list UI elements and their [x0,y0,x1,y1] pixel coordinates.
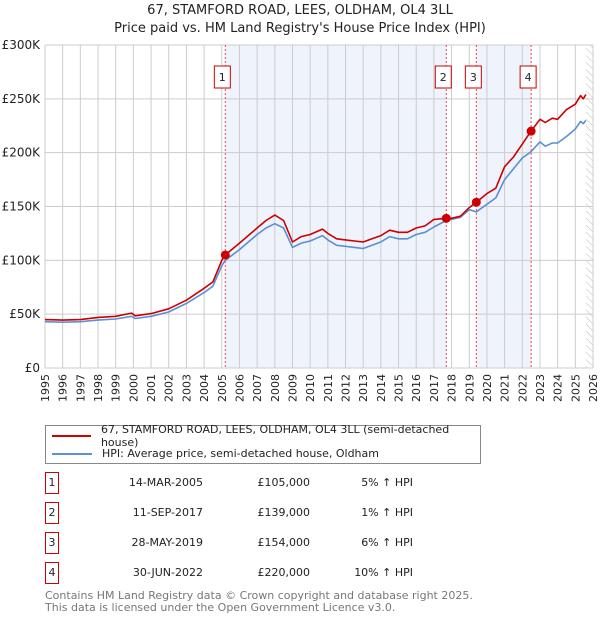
x-tick-label: 2004 [198,374,211,402]
legend-item-property: 67, STAMFORD ROAD, LEES, OLDHAM, OL4 3LL… [52,423,480,449]
sale-marker-box [434,65,452,89]
sale-number: 4 [45,562,59,584]
x-tick-label: 2010 [304,374,317,402]
x-tick-label: 1999 [110,374,123,402]
x-tick-label: 2026 [587,374,600,402]
sale-row: 4 30-JUN-2022 £220,000 10% ↑ HPI [45,562,445,584]
sale-number: 3 [45,532,59,554]
y-tick-label: £150K [2,200,42,214]
x-tick-label: 2018 [446,374,459,402]
sale-marker-label: 4 [525,71,532,84]
x-tick-label: 2002 [163,374,176,402]
x-tick-label: 2006 [233,374,246,402]
x-tick-label: 2019 [463,374,476,402]
footer: Contains HM Land Registry data © Crown c… [45,590,473,614]
hpi-series-line [44,119,587,323]
sale-date: 11-SEP-2017 [132,506,203,519]
sale-price: £154,000 [257,536,311,549]
legend-label-hpi: HPI: Average price, semi-detached house,… [102,447,379,460]
sale-marker-box [464,65,482,89]
x-tick-label: 2009 [286,374,299,402]
sale-price: £139,000 [257,506,311,519]
sale-marker-box [213,65,231,89]
x-tick-label: 2025 [569,374,582,402]
sale-point [471,197,481,207]
x-tick-label: 2022 [516,374,529,402]
x-tick-label: 2008 [269,374,282,402]
x-tick-label: 2020 [481,374,494,402]
sale-number: 1 [45,472,59,494]
sale-date: 28-MAY-2019 [131,536,203,549]
x-tick-label: 2000 [127,374,140,402]
x-tick-label: 2015 [393,374,406,402]
y-tick-label: £0 [25,361,40,375]
y-tick-label: £50K [9,307,41,321]
x-tick-label: 1996 [57,374,70,402]
footer-licence: This data is licensed under the Open Gov… [45,601,396,614]
x-tick-label: 2005 [216,374,229,402]
legend-item-hpi: HPI: Average price, semi-detached house,… [52,445,379,462]
x-tick-label: 1997 [74,374,87,402]
y-tick-label: £200K [2,146,42,160]
x-tick-label: 2014 [375,374,388,402]
legend-swatch-blue [52,452,92,455]
x-tick-label: 2021 [499,374,512,402]
sale-row: 1 14-MAR-2005 £105,000 5% ↑ HPI [45,472,445,494]
x-tick-label: 2007 [251,374,264,402]
y-tick-label: £250K [2,92,42,106]
sale-hpi-change: 10% ↑ HPI [354,566,413,579]
x-tick-label: 2024 [552,374,565,402]
sale-hpi-change: 1% ↑ HPI [361,506,413,519]
chart-title: 67, STAMFORD ROAD, LEES, OLDHAM, OL4 3LL… [0,2,600,38]
sale-row: 2 11-SEP-2017 £139,000 1% ↑ HPI [45,502,445,524]
sale-marker-label: 3 [470,71,477,84]
title-line-1: 67, STAMFORD ROAD, LEES, OLDHAM, OL4 3LL [147,3,453,18]
sale-marker-label: 2 [440,71,447,84]
x-tick-label: 2003 [180,374,193,402]
legend-label-property: 67, STAMFORD ROAD, LEES, OLDHAM, OL4 3LL… [100,422,450,449]
x-tick-label: 2012 [340,374,353,402]
sale-point [441,213,451,223]
x-tick-label: 2016 [410,374,423,402]
title-line-2: Price paid vs. HM Land Registry's House … [114,21,486,36]
x-tick-label: 2017 [428,374,441,402]
sale-row: 3 28-MAY-2019 £154,000 6% ↑ HPI [45,532,445,554]
y-tick-label: £100K [2,253,42,267]
x-tick-label: 2013 [357,374,370,402]
sale-price: £105,000 [257,476,311,489]
sale-date: 30-JUN-2022 [132,566,203,579]
legend: 67, STAMFORD ROAD, LEES, OLDHAM, OL4 3LL… [45,423,481,464]
sale-hpi-change: 6% ↑ HPI [361,536,413,549]
x-tick-label: 2011 [322,374,335,402]
x-tick-label: 1995 [39,374,52,402]
x-tick-label: 1998 [92,374,105,402]
sale-hpi-change: 5% ↑ HPI [361,476,413,489]
x-tick-label: 2023 [534,374,547,402]
y-tick-label: £300K [2,38,42,52]
footer-copyright: Contains HM Land Registry data © Crown c… [45,589,473,602]
sale-date: 14-MAR-2005 [128,476,203,489]
sale-marker-label: 1 [219,71,226,84]
sale-point [220,250,230,260]
sale-number: 2 [45,502,59,524]
sale-point [526,126,536,136]
plot-area: 1995 1996 1997 1998 1999 2000 2001 2002 2003 2004… [2,38,600,402]
sale-marker-box [519,65,537,89]
legend-swatch-red [52,434,91,437]
sale-price: £220,000 [257,566,311,579]
x-tick-label: 2001 [145,374,158,402]
